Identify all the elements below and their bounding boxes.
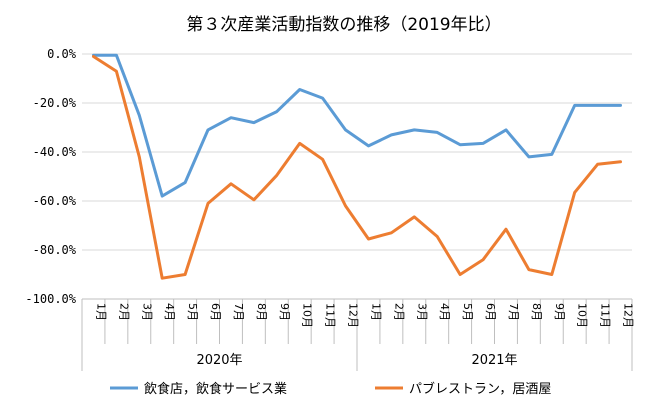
y-tick-label: -80.0% <box>33 243 77 257</box>
y-tick-label: -60.0% <box>33 194 77 208</box>
legend-label-2: パブレストラン，居酒屋 <box>409 381 551 397</box>
x-tick-label: 11月 <box>599 303 612 328</box>
x-tick-label: 6月 <box>484 303 497 321</box>
series-line-2 <box>92 55 622 280</box>
x-tick-label: 5月 <box>461 303 474 321</box>
x-tick-label: 12月 <box>622 303 635 328</box>
x-tick-label: 8月 <box>530 303 543 321</box>
x-tick-label: 10月 <box>301 303 314 328</box>
gridlines <box>82 53 632 251</box>
x-tick-label: 2月 <box>392 303 405 321</box>
series-line-1 <box>92 53 622 198</box>
x-tick-label: 9月 <box>278 303 291 321</box>
series-lines <box>92 53 622 280</box>
y-tick-label: -100.0% <box>25 292 76 306</box>
year-label: 2020年 <box>196 353 242 368</box>
x-tick-label: 5月 <box>186 303 199 321</box>
y-tick-label: 0.0% <box>47 47 77 61</box>
year-label: 2021年 <box>471 353 517 368</box>
chart-title: 第３次産業活動指数の推移（2019年比） <box>186 15 501 35</box>
x-tick-label: 3月 <box>415 303 428 321</box>
x-tick-label: 11月 <box>324 303 337 328</box>
x-tick-label: 7月 <box>507 303 520 321</box>
y-axis-tick-labels: 0.0% -20.0% -40.0% -60.0% -80.0% -100.0% <box>25 47 76 306</box>
x-tick-label: 1月 <box>369 303 382 321</box>
legend-label-1: 飲食店，飲食サービス業 <box>144 381 287 397</box>
x-tick-label: 12月 <box>347 303 360 328</box>
x-tick-label: 7月 <box>232 303 245 321</box>
x-tick-label: 9月 <box>553 303 566 321</box>
x-tick-label: 6月 <box>209 303 222 321</box>
y-tick-label: -20.0% <box>33 96 77 110</box>
x-axis: 1月 2月 3月 4月 5月 6月 7月 8月 9月 10月 11月 12月 1月 2月 3月 4月 5月 6月 7… <box>81 298 635 371</box>
x-tick-label: 4月 <box>163 303 176 321</box>
x-tick-label: 3月 <box>140 303 153 321</box>
legend: 飲食店，飲食サービス業 パブレストラン，居酒屋 <box>110 381 551 397</box>
x-tick-label: 2月 <box>117 303 130 321</box>
x-tick-label: 4月 <box>438 303 451 321</box>
x-tick-label: 8月 <box>255 303 268 321</box>
x-tick-label: 1月 <box>94 303 107 321</box>
x-tick-label: 10月 <box>576 303 589 328</box>
y-tick-label: -40.0% <box>33 145 77 159</box>
